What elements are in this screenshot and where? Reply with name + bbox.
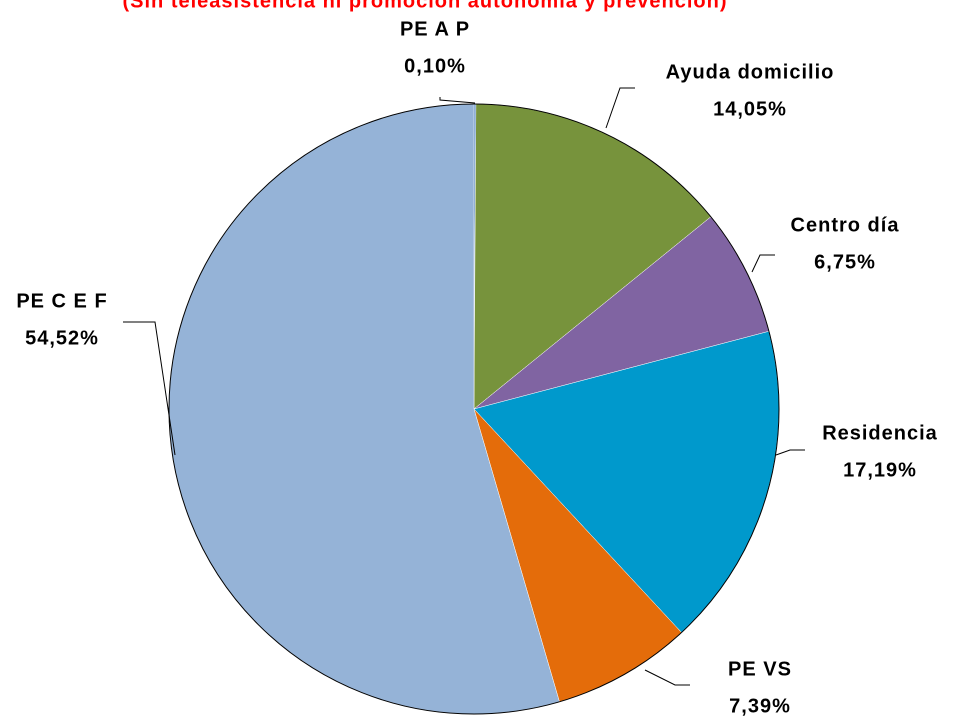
value-label: 54,52%: [25, 327, 99, 349]
slice-label: PE VS: [728, 658, 792, 680]
slice-label: PE A P: [400, 18, 470, 40]
slice-label: PE C E F: [16, 290, 107, 312]
leader-line: [775, 449, 805, 456]
leader-line: [123, 321, 176, 456]
value-label: 17,19%: [843, 459, 917, 481]
leader-line: [644, 669, 690, 686]
slice-label: Centro día: [791, 214, 900, 236]
pie-outline: [168, 103, 780, 715]
chart-subtitle: (Sin teleasistencia ni promoción autonom…: [122, 0, 727, 12]
leader-line: [751, 254, 775, 273]
slice-label: Residencia: [822, 422, 938, 444]
value-label: 6,75%: [814, 251, 876, 273]
slice-label: Ayuda domicilio: [666, 61, 835, 83]
value-label: 7,39%: [729, 695, 791, 717]
leader-line: [439, 97, 476, 104]
value-label: 14,05%: [713, 98, 787, 120]
leader-line: [605, 87, 635, 129]
value-label: 0,10%: [404, 55, 466, 77]
